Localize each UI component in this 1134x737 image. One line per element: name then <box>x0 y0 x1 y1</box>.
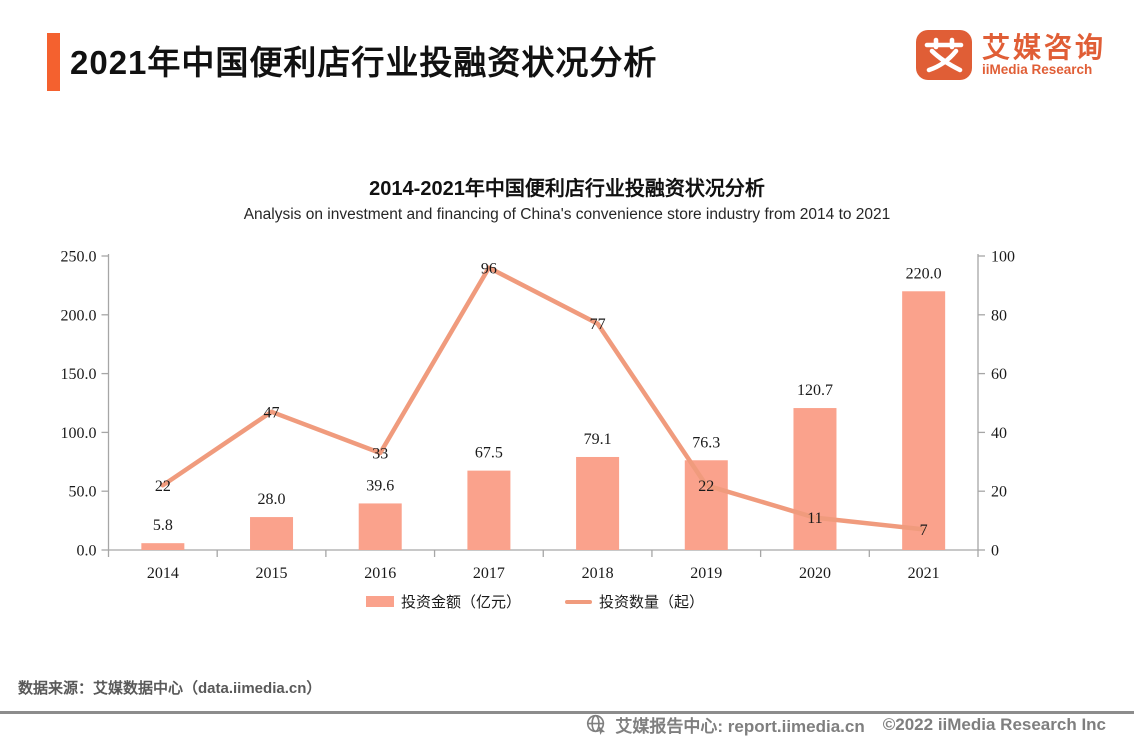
data-source-note: 数据来源：艾媒数据中心（data.iimedia.cn） <box>18 680 322 697</box>
left-axis-label: 0.0 <box>77 543 97 560</box>
bar-value-label: 28.0 <box>258 491 286 508</box>
bar-value-label: 39.6 <box>366 477 394 494</box>
legend-label-bar: 投资金额（亿元） <box>400 594 521 611</box>
line-series-swatch <box>565 599 592 604</box>
line-value-label: 77 <box>590 316 606 333</box>
line-series <box>160 265 926 532</box>
bar-2021 <box>902 291 946 550</box>
right-axis-label: 20 <box>991 484 1007 501</box>
right-axis-label: 80 <box>991 307 1007 324</box>
left-axis-label: 200.0 <box>61 307 97 324</box>
copyright-label: ©2022 iiMedia Research Inc <box>882 714 1106 734</box>
ai-glyph-icon <box>924 37 964 73</box>
report-center-label: 艾媒报告中心: report.iimedia.cn <box>615 717 865 736</box>
line-value-label: 96 <box>481 260 497 277</box>
legend-item-investment-count: 投资数量（起） <box>565 591 704 612</box>
right-axis-label: 60 <box>991 366 1007 383</box>
line-value-label: 7 <box>920 522 928 539</box>
bar-value-label: 76.3 <box>692 434 720 451</box>
logo-text: 艾媒咨询 iiMedia Research <box>982 33 1106 77</box>
x-axis-label: 2019 <box>690 565 722 582</box>
page-title: 2021年中国便利店行业投融资状况分析 <box>70 44 658 81</box>
bar-value-label: 67.5 <box>475 445 503 462</box>
bar-value-label: 120.7 <box>797 382 833 399</box>
bar-2019 <box>684 460 728 550</box>
bottom-divider <box>0 711 1134 714</box>
bottom-bar: 艾媒报告中心: report.iimedia.cn ©2022 iiMedia … <box>586 712 1106 737</box>
left-axis-label: 50.0 <box>69 484 97 501</box>
x-axis-label: 2018 <box>582 565 614 582</box>
x-axis-label: 2016 <box>364 565 396 582</box>
bar-2016 <box>358 503 402 550</box>
bar-2014 <box>141 543 185 550</box>
left-axis-label: 150.0 <box>61 366 97 383</box>
line-value-label: 11 <box>807 510 822 527</box>
x-axis-label: 2020 <box>799 565 831 582</box>
combo-chart: 0.0 50.0 100.0 150.0 200.0 250.0 0 20 40 60 80 100 2… <box>61 249 1016 583</box>
left-axis-label: 100.0 <box>61 425 97 442</box>
line-value-label: 22 <box>698 478 714 495</box>
line-value-label: 33 <box>372 445 388 462</box>
right-axis-label: 100 <box>991 249 1015 266</box>
bar-2017 <box>467 470 511 550</box>
iimedia-logo: 艾媒咨询 iiMedia Research <box>915 30 1106 80</box>
legend-item-investment-amount: 投资金额（亿元） <box>365 591 521 612</box>
line-value-label: 22 <box>155 478 171 495</box>
globe-cursor-icon <box>587 714 606 735</box>
logo-name-cn: 艾媒咨询 <box>981 32 1106 64</box>
legend-label-line: 投资数量（起） <box>599 594 705 611</box>
bar-2020 <box>793 408 837 550</box>
chart-legend: 投资金额（亿元） 投资数量（起） <box>0 591 1070 612</box>
right-axis-label: 40 <box>991 425 1007 442</box>
bar-2018 <box>576 456 620 550</box>
bar-2015 <box>250 517 294 550</box>
bar-value-label: 79.1 <box>584 431 612 448</box>
chart-subtitle: Analysis on investment and financing of … <box>243 206 891 223</box>
bar-value-label: 220.0 <box>906 265 942 282</box>
logo-name-en: iiMedia Research <box>981 61 1093 77</box>
x-axis-label: 2015 <box>256 565 288 582</box>
line-value-label: 47 <box>264 404 280 421</box>
x-axis-label: 2017 <box>473 565 505 582</box>
title-accent-bar <box>47 33 60 91</box>
chart-title: 2014-2021年中国便利店行业投融资状况分析 <box>369 178 765 200</box>
right-axis-label: 0 <box>991 543 999 560</box>
x-axis-label: 2021 <box>908 565 940 582</box>
x-axis-label: 2014 <box>147 565 179 582</box>
iimedia-logo-icon <box>915 30 972 80</box>
bar-value-label: 5.8 <box>153 517 173 534</box>
left-axis-label: 250.0 <box>61 249 97 266</box>
bar-series-swatch <box>365 596 394 607</box>
